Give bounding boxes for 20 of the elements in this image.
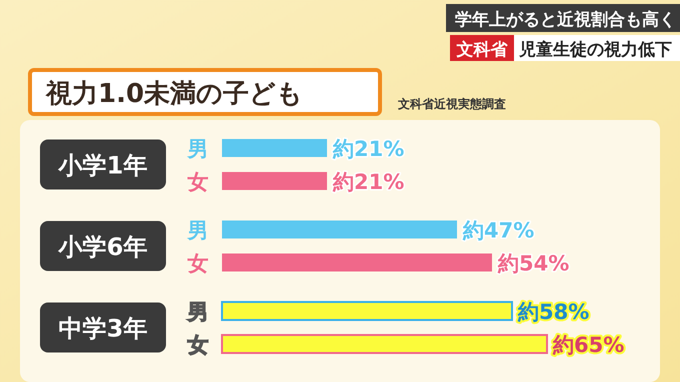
y-tick-label: 女	[186, 170, 208, 194]
y-tick-label: 女	[186, 333, 208, 357]
text: 中学3年	[58, 314, 148, 342]
text: 文科省	[456, 40, 508, 60]
chart-title: 視力1.0未満の子ども	[45, 79, 304, 109]
text: 小学1年	[58, 152, 148, 180]
y-tick-label: 男	[186, 137, 208, 161]
data-label: 約58%	[517, 300, 590, 324]
data-label: 約47%	[462, 218, 534, 242]
y-tick-label: 女	[186, 252, 208, 276]
chart-subtitle: 文科省近視実態調査	[397, 97, 506, 111]
data-label: 約54%	[497, 252, 570, 276]
text: 小学6年	[58, 233, 148, 261]
data-label: 約21%	[332, 170, 404, 194]
text: 学年上がると近視割合も高く	[455, 10, 676, 30]
text: 児童生徒の視力低下	[518, 40, 672, 60]
data-label: 約21%	[332, 137, 404, 161]
data-label: 約65%	[552, 333, 624, 357]
y-tick-label: 男	[186, 300, 208, 324]
y-tick-label: 男	[186, 218, 208, 242]
